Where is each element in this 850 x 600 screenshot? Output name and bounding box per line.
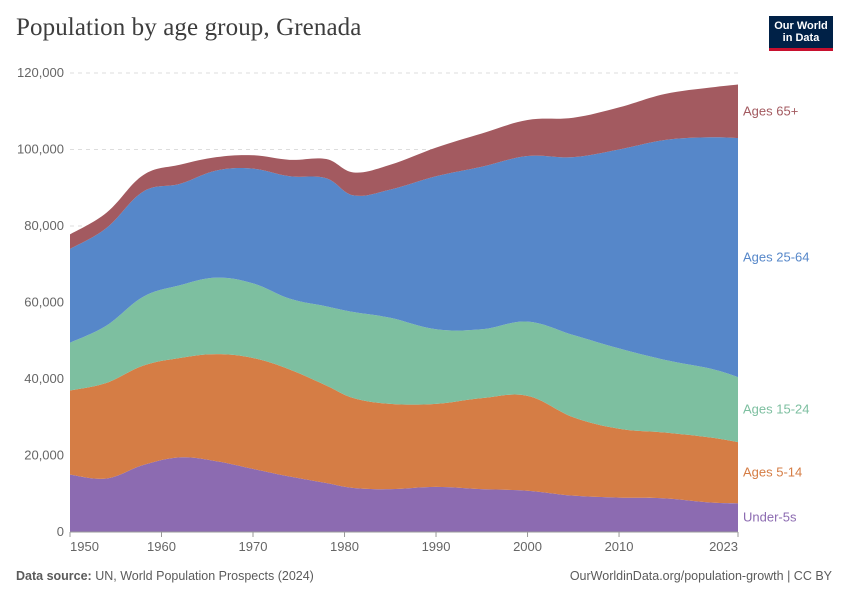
x-tick-label: 2010: [605, 539, 634, 554]
x-tick-label: 1970: [239, 539, 268, 554]
area-ages-5-14[interactable]: [70, 354, 738, 504]
y-tick-label: 20,000: [24, 448, 64, 463]
source-url[interactable]: OurWorldinData.org/population-growth | C…: [569, 569, 832, 583]
logo-line-2: in Data: [782, 32, 820, 44]
area-layer: [70, 84, 738, 532]
series-label-ages-15-24[interactable]: Ages 15-24: [743, 402, 810, 417]
series-label-under-5s[interactable]: Under-5s: [743, 510, 797, 525]
logo-line-1: Our World: [774, 20, 828, 32]
page-title: Population by age group, Grenada: [16, 14, 362, 41]
x-tick-label: 1980: [330, 539, 359, 554]
axis-layer: 0 20,000 40,000 60,000 80,000 100,000 120,000 1…: [17, 65, 739, 554]
x-tick-label: 1960: [147, 539, 176, 554]
y-tick-label: 120,000: [17, 65, 64, 80]
area-under-5s[interactable]: [70, 457, 738, 532]
series-label-ages-25-64[interactable]: Ages 25-64: [743, 250, 810, 265]
series-label-ages-5-14[interactable]: Ages 5-14: [743, 465, 802, 480]
area-ages-15-24[interactable]: [70, 277, 738, 443]
series-label-ages-65-[interactable]: Ages 65+: [743, 103, 798, 118]
population-area-chart: 0 20,000 40,000 60,000 80,000 100,000 120,000 1…: [17, 65, 810, 554]
data-source: Data source: UN, World Population Prospe…: [16, 569, 314, 583]
x-tick-label: 2023: [709, 539, 738, 554]
owid-logo[interactable]: Our World in Data: [769, 16, 833, 51]
y-tick-label: 40,000: [24, 371, 64, 386]
area-ages-25-64[interactable]: [70, 137, 738, 378]
x-tick-label: 2000: [513, 539, 542, 554]
y-tick-label: 60,000: [24, 295, 64, 310]
y-tick-label: 80,000: [24, 218, 64, 233]
y-tick-label: 100,000: [17, 142, 64, 157]
y-tick-label: 0: [57, 524, 64, 539]
area-ages-65-[interactable]: [70, 84, 738, 249]
x-tick-label: 1950: [70, 539, 99, 554]
legend-layer: Under-5s Ages 5-14 Ages 15-24 Ages 25-64 Age…: [743, 103, 810, 524]
data-source-label: Data source:: [16, 569, 92, 583]
x-tick-label: 1990: [422, 539, 451, 554]
data-source-text[interactable]: UN, World Population Prospects (2024): [95, 569, 314, 583]
